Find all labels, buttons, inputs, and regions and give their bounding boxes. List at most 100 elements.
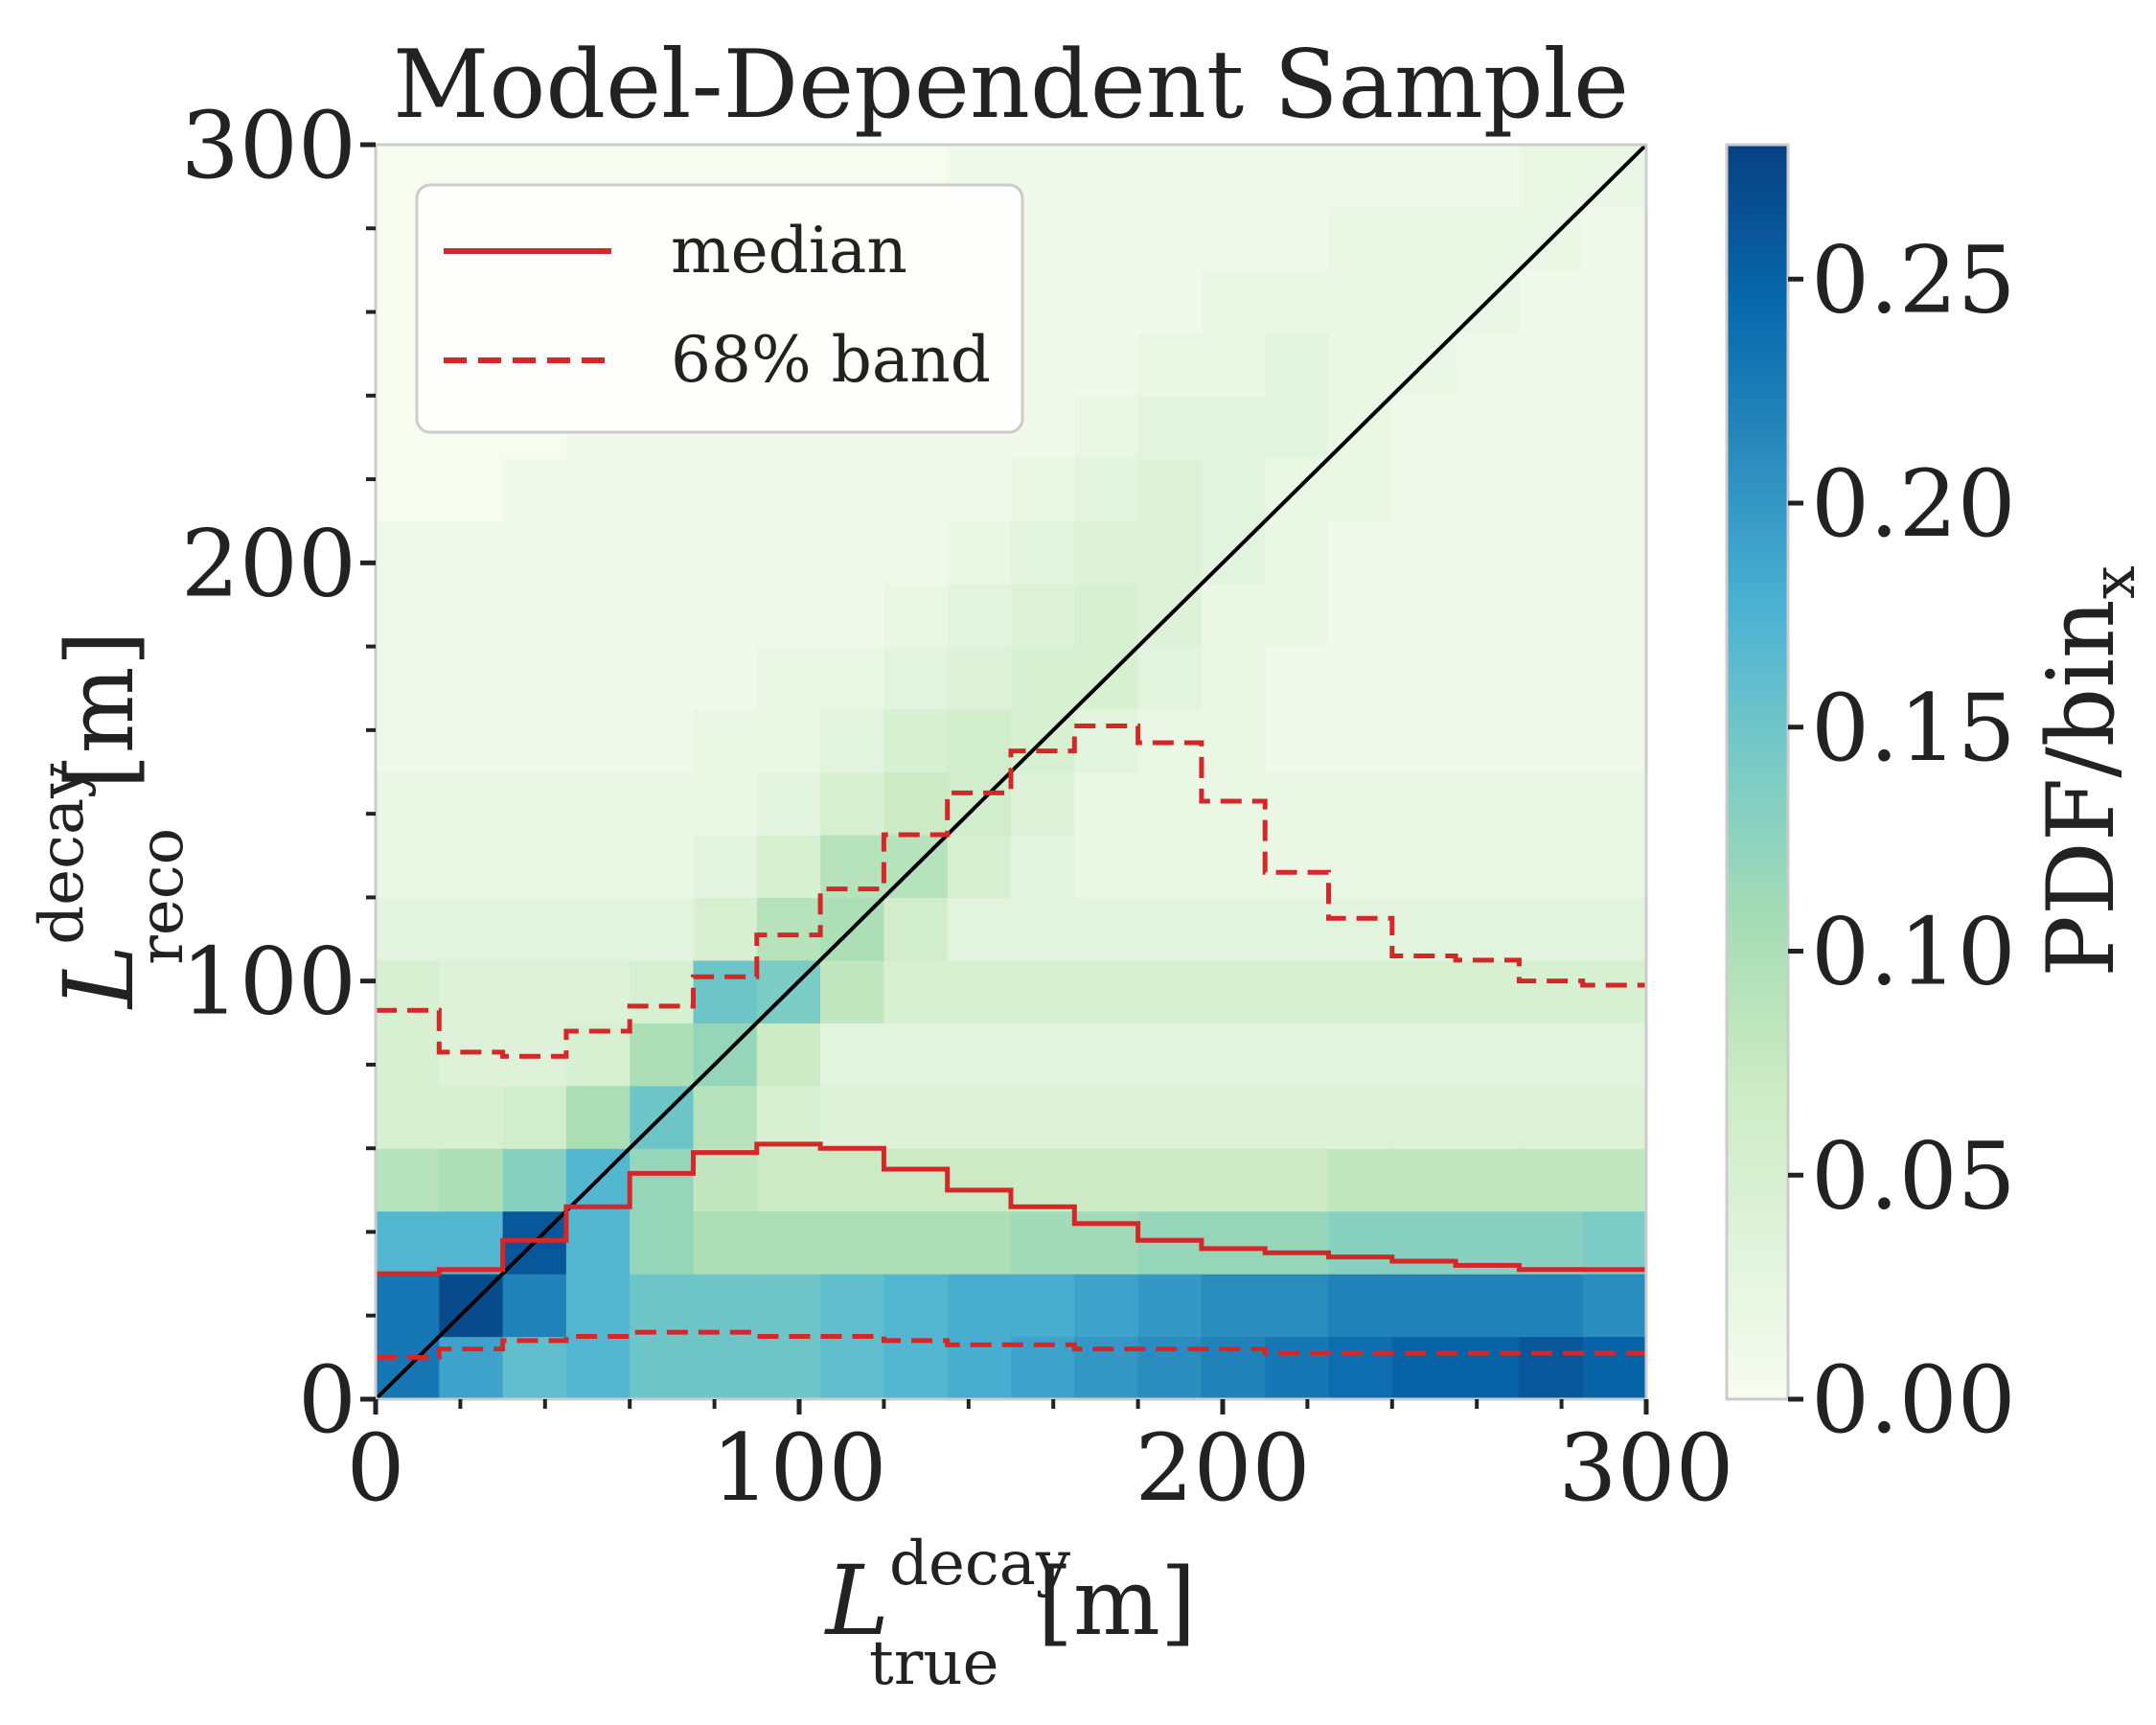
heatmap-cell — [1582, 709, 1646, 773]
y-axis-label-main: L — [43, 945, 155, 1010]
heatmap-cell — [630, 458, 695, 522]
heatmap-cell — [376, 771, 440, 836]
heatmap-cell — [1328, 709, 1393, 773]
x-axis-label-sub: true — [869, 1628, 998, 1699]
heatmap-cell — [1201, 1148, 1266, 1212]
y-tick-label: 100 — [181, 929, 356, 1036]
heatmap-cell — [1201, 959, 1266, 1024]
heatmap-cell — [1582, 1210, 1646, 1275]
heatmap-cell — [565, 834, 631, 898]
heatmap-cell — [565, 1085, 631, 1149]
heatmap-cell — [883, 1148, 949, 1212]
heatmap-cell — [502, 458, 567, 522]
heatmap-cell — [1582, 1148, 1646, 1212]
y-tick-label: 300 — [181, 92, 356, 199]
y-tick-label: 0 — [298, 1346, 356, 1454]
heatmap-cell — [565, 771, 631, 836]
heatmap-cell — [1074, 1210, 1139, 1275]
heatmap-cell — [947, 834, 1012, 898]
y-axis-label-sup: decay — [27, 764, 98, 945]
heatmap-cell — [756, 584, 821, 648]
heatmap-cell — [1391, 1274, 1456, 1338]
x-axis-label-sup: decay — [889, 1529, 1070, 1599]
heatmap-cell — [1328, 1336, 1393, 1399]
heatmap-cell — [693, 1085, 758, 1149]
heatmap-cell — [1137, 834, 1203, 898]
heatmap-cell — [1519, 458, 1584, 522]
heatmap-cell — [630, 646, 695, 710]
heatmap-cell — [1201, 458, 1266, 522]
heatmap-cell — [376, 709, 440, 773]
heatmap-cell — [1201, 207, 1266, 271]
heatmap-cell — [1328, 207, 1393, 271]
x-axis-label: Ldecay true [m] — [824, 1529, 1197, 1699]
heatmap-cell — [1137, 1085, 1203, 1149]
heatmap-cell — [1391, 145, 1456, 209]
heatmap-cell — [756, 1085, 821, 1149]
heatmap-cell — [1456, 771, 1520, 836]
heatmap-cell — [1011, 520, 1075, 585]
heatmap-cell — [1201, 1085, 1266, 1149]
heatmap-cell — [1201, 395, 1266, 459]
heatmap-cell — [502, 709, 567, 773]
heatmap-cell — [1011, 1148, 1075, 1212]
heatmap-cell — [1137, 959, 1203, 1024]
heatmap-cell — [1328, 1274, 1393, 1338]
heatmap-cell — [947, 584, 1012, 648]
heatmap-cell — [820, 709, 884, 773]
heatmap-cell — [883, 520, 949, 585]
heatmap-cell — [1391, 584, 1456, 648]
heatmap-cell — [1137, 395, 1203, 459]
heatmap-cell — [947, 520, 1012, 585]
heatmap-cell — [947, 1274, 1012, 1338]
heatmap-cell — [756, 1274, 821, 1338]
heatmap-cell — [1201, 145, 1266, 209]
heatmap-cell — [439, 646, 504, 710]
band-upper-line — [376, 724, 1646, 1059]
colorbar-tick-label: 0.20 — [1811, 450, 2016, 558]
heatmap-cell — [693, 520, 758, 585]
heatmap-cell — [1011, 1210, 1075, 1275]
heatmap-cell — [565, 646, 631, 710]
heatmap-cell — [1201, 1336, 1266, 1399]
heatmap-cell — [376, 1085, 440, 1149]
heatmap-cell — [1074, 584, 1139, 648]
heatmap-cell — [1265, 834, 1330, 898]
heatmap-cell — [1582, 834, 1646, 898]
heatmap-cell — [1328, 1210, 1393, 1275]
series-lines — [376, 724, 1646, 1360]
heatmap-cell — [502, 1085, 567, 1149]
colorbar-tick-label: 0.10 — [1811, 899, 2016, 1006]
heatmap-cell — [439, 458, 504, 522]
heatmap-cell — [693, 646, 758, 710]
x-tick-label: 300 — [1558, 1414, 1733, 1522]
heatmap-cell — [693, 709, 758, 773]
heatmap-cell — [1456, 207, 1520, 271]
heatmap-cell — [756, 458, 821, 522]
heatmap-cell — [1328, 145, 1393, 209]
colorbar: 0.00 0.05 0.10 0.15 0.20 0.25 PDF/binx — [1725, 143, 2148, 1454]
heatmap-cell — [630, 959, 695, 1024]
heatmap-cell — [376, 1148, 440, 1212]
heatmap-cell — [1391, 1336, 1456, 1399]
heatmap-cell — [376, 1023, 440, 1087]
heatmap-cell — [883, 709, 949, 773]
heatmap-cell — [1456, 1085, 1520, 1149]
heatmap-cell — [1074, 395, 1139, 459]
heatmap-cell — [1137, 646, 1203, 710]
heatmap-cell — [756, 709, 821, 773]
heatmap-cell — [565, 1274, 631, 1338]
heatmap-cell — [565, 1336, 631, 1399]
heatmap-cell — [439, 709, 504, 773]
heatmap-cell — [1328, 771, 1393, 836]
heatmap-cell — [1011, 834, 1075, 898]
heatmap-cell — [1391, 1085, 1456, 1149]
heatmap-cell — [1011, 1085, 1075, 1149]
heatmap-cell — [1519, 395, 1584, 459]
heatmap-cell — [756, 771, 821, 836]
heatmap-cell — [1265, 897, 1330, 961]
y-axis-label: Ldecay reco [m] — [27, 631, 197, 1010]
heatmap-cell — [1582, 458, 1646, 522]
heatmap-cell — [1265, 1274, 1330, 1338]
heatmap-cell — [1137, 333, 1203, 397]
